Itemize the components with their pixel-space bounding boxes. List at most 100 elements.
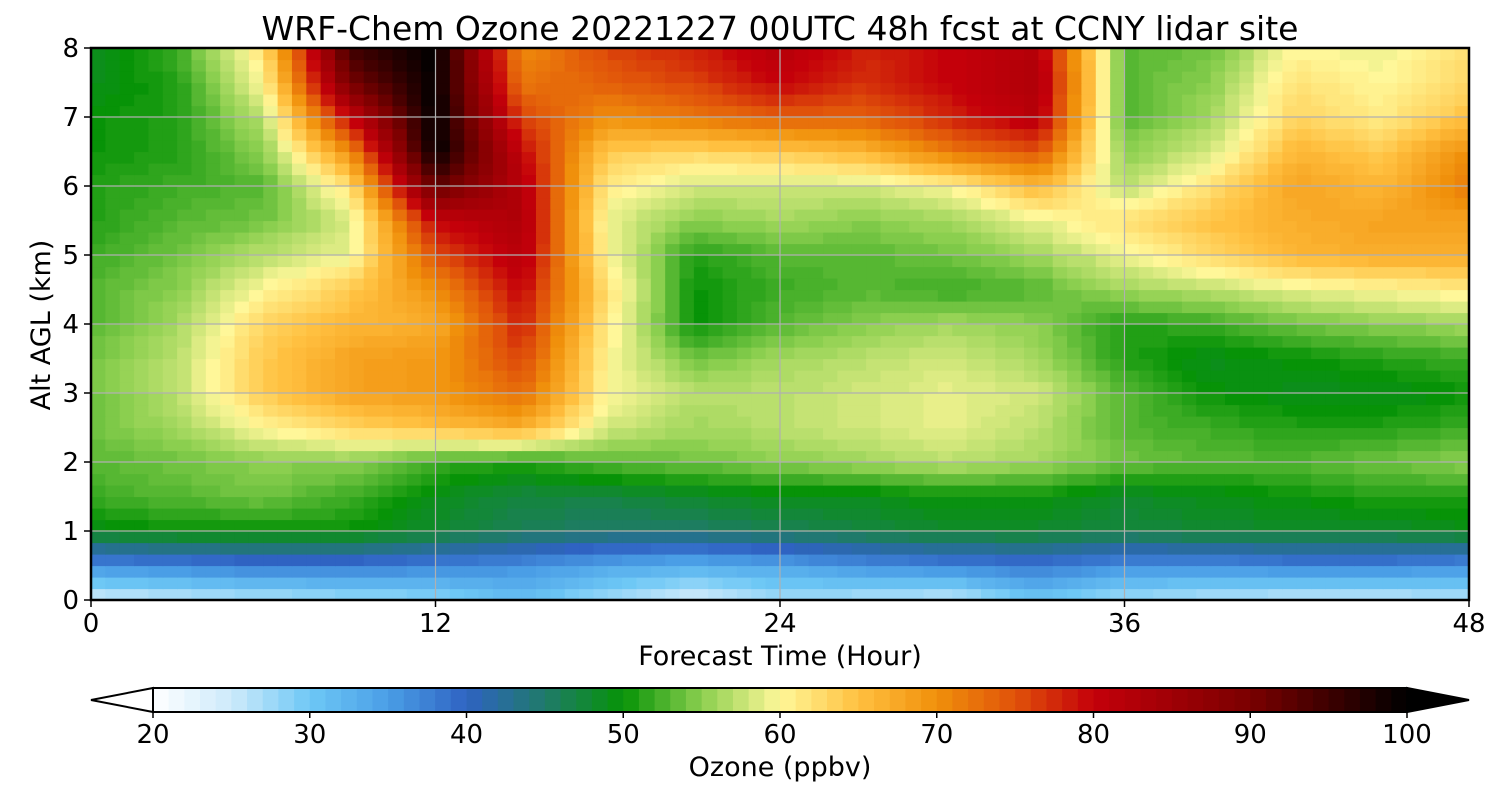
- heatmap-cell: [191, 485, 207, 498]
- heatmap-cell: [1282, 140, 1298, 153]
- heatmap-cell: [449, 94, 465, 107]
- heatmap-cell: [1110, 312, 1126, 325]
- heatmap-cell: [1239, 220, 1255, 233]
- heatmap-cell: [91, 289, 106, 302]
- heatmap-cell: [693, 59, 709, 72]
- heatmap-cell: [464, 128, 480, 141]
- heatmap-cell: [277, 508, 293, 521]
- heatmap-cell: [464, 174, 480, 187]
- heatmap-cell: [880, 128, 896, 141]
- heatmap-cell: [636, 393, 652, 406]
- heatmap-cell: [406, 243, 422, 256]
- heatmap-cell: [492, 473, 508, 486]
- heatmap-cell: [1268, 508, 1283, 521]
- heatmap-cell: [751, 450, 767, 463]
- heatmap-cell: [291, 197, 307, 210]
- heatmap-cell: [1440, 519, 1456, 532]
- heatmap-cell: [593, 427, 609, 440]
- heatmap-cell: [837, 416, 853, 429]
- heatmap-cell: [478, 531, 494, 544]
- heatmap-cell: [306, 312, 322, 325]
- heatmap-cell: [335, 105, 350, 118]
- heatmap-cell: [1454, 105, 1469, 118]
- heatmap-cell: [1425, 508, 1441, 521]
- heatmap-cell: [980, 151, 996, 164]
- heatmap-cell: [435, 186, 451, 199]
- heatmap-cell: [263, 404, 279, 417]
- heatmap-cell: [119, 381, 135, 394]
- heatmap-cell: [880, 140, 896, 153]
- heatmap-cell: [1339, 255, 1355, 268]
- heatmap-cell: [708, 209, 724, 222]
- heatmap-cell: [349, 220, 365, 233]
- heatmap-cell: [492, 174, 508, 187]
- heatmap-cell: [1138, 335, 1154, 348]
- heatmap-cell: [894, 312, 910, 325]
- heatmap-cell: [1081, 94, 1097, 107]
- heatmap-cell: [1425, 416, 1441, 429]
- heatmap-cell: [1052, 243, 1068, 256]
- heatmap-cell: [593, 255, 609, 268]
- heatmap-cell: [1052, 450, 1068, 463]
- heatmap-cell: [1052, 577, 1068, 590]
- heatmap-cell: [851, 232, 867, 245]
- heatmap-cell: [91, 485, 106, 498]
- heatmap-cell: [1425, 117, 1441, 130]
- heatmap-cell: [1253, 94, 1269, 107]
- heatmap-cell: [851, 347, 867, 360]
- colorbar-swatch: [356, 688, 373, 712]
- heatmap-cell: [277, 243, 293, 256]
- heatmap-cell: [722, 381, 738, 394]
- heatmap-cell: [765, 531, 781, 544]
- heatmap-cell: [406, 531, 422, 544]
- heatmap-cell: [148, 347, 164, 360]
- heatmap-cell: [1339, 197, 1355, 210]
- x-tick-label: 48: [1452, 609, 1485, 639]
- heatmap-cell: [593, 565, 609, 578]
- heatmap-cell: [937, 128, 953, 141]
- heatmap-cell: [1095, 416, 1111, 429]
- heatmap-cell: [349, 301, 365, 314]
- heatmap-cell: [1325, 105, 1341, 118]
- heatmap-cell: [1239, 324, 1255, 337]
- heatmap-cell: [1153, 565, 1169, 578]
- heatmap-cell: [478, 462, 494, 475]
- heatmap-cell: [1009, 255, 1025, 268]
- heatmap-cell: [535, 59, 551, 72]
- heatmap-cell: [636, 82, 652, 95]
- heatmap-cell: [622, 427, 638, 440]
- heatmap-cell: [1296, 542, 1312, 555]
- heatmap-cell: [263, 151, 279, 164]
- heatmap-cell: [1354, 439, 1370, 452]
- heatmap-cell: [177, 416, 193, 429]
- heatmap-cell: [722, 531, 738, 544]
- heatmap-cell: [378, 220, 394, 233]
- colorbar-swatch: [184, 688, 201, 712]
- heatmap-cell: [880, 416, 896, 429]
- heatmap-cell: [1181, 404, 1197, 417]
- heatmap-cell: [191, 71, 207, 84]
- heatmap-cell: [1282, 335, 1298, 348]
- heatmap-cell: [1009, 565, 1025, 578]
- heatmap-cell: [1224, 473, 1240, 486]
- heatmap-cell: [492, 404, 508, 417]
- heatmap-cell: [1124, 232, 1140, 245]
- y-tick-label: 8: [62, 34, 79, 64]
- heatmap-cell: [1024, 220, 1039, 233]
- heatmap-cell: [91, 266, 106, 279]
- heatmap-cell: [406, 324, 422, 337]
- heatmap-cell: [1253, 577, 1269, 590]
- heatmap-cell: [1311, 508, 1327, 521]
- heatmap-cell: [722, 335, 738, 348]
- heatmap-cell: [966, 358, 982, 371]
- heatmap-cell: [550, 117, 566, 130]
- heatmap-cell: [607, 508, 623, 521]
- heatmap-cell: [134, 439, 150, 452]
- heatmap-cell: [119, 140, 135, 153]
- heatmap-cell: [1110, 519, 1126, 532]
- heatmap-cell: [622, 71, 638, 84]
- heatmap-cell: [162, 312, 178, 325]
- heatmap-cell: [751, 485, 767, 498]
- heatmap-cell: [507, 496, 523, 509]
- heatmap-cell: [392, 151, 408, 164]
